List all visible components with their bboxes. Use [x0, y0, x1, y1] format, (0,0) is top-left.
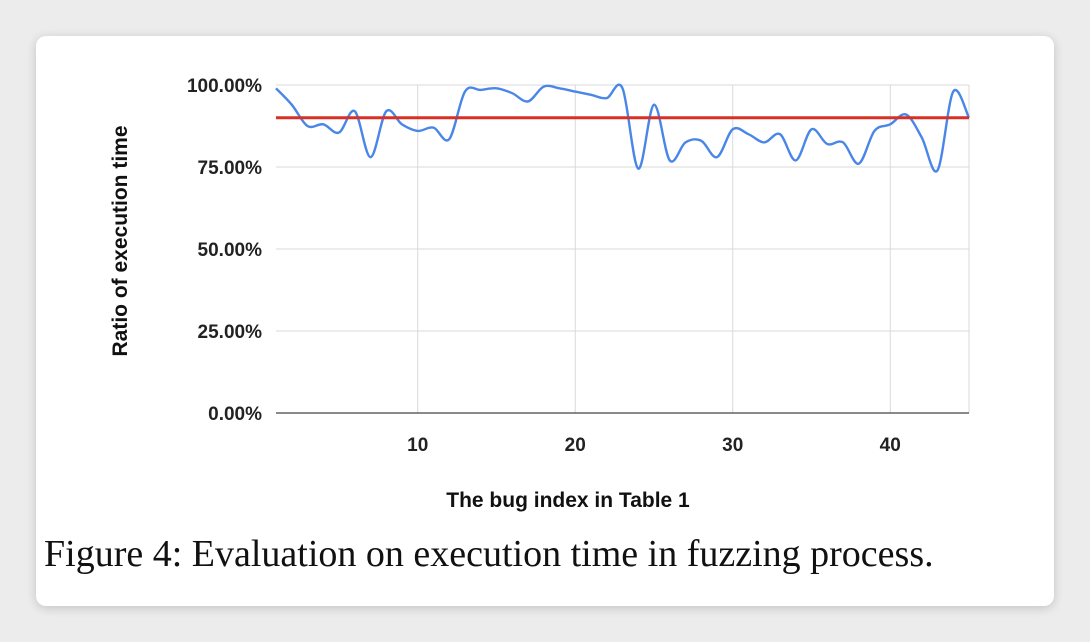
y-tick-label: 50.00%: [198, 240, 263, 261]
figure-caption: Figure 4: Evaluation on execution time i…: [44, 533, 934, 575]
x-tick-label: 20: [565, 435, 586, 456]
y-tick-label: 100.00%: [187, 76, 262, 97]
line-chart: 0.00% 25.00% 50.00% 75.00% 100.00% 10 20 30 40 R…: [109, 76, 971, 512]
x-tick-label: 10: [407, 435, 428, 456]
grid-lines: [276, 84, 970, 413]
series-layer: [275, 83, 971, 173]
x-tick-label: 40: [880, 435, 901, 456]
y-tick-label: 0.00%: [208, 404, 262, 425]
x-axis-title: The bug index in Table 1: [446, 489, 690, 512]
series-line: [275, 83, 971, 173]
y-tick-label: 75.00%: [198, 158, 263, 179]
x-tick-label: 30: [722, 435, 743, 456]
tick-labels: 0.00% 25.00% 50.00% 75.00% 100.00% 10 20 30 40: [187, 76, 901, 456]
y-axis-title: Ratio of execution time: [109, 125, 132, 356]
figure-card: 0.00% 25.00% 50.00% 75.00% 100.00% 10 20 30 40 R…: [36, 36, 1054, 606]
y-tick-label: 25.00%: [198, 322, 263, 343]
